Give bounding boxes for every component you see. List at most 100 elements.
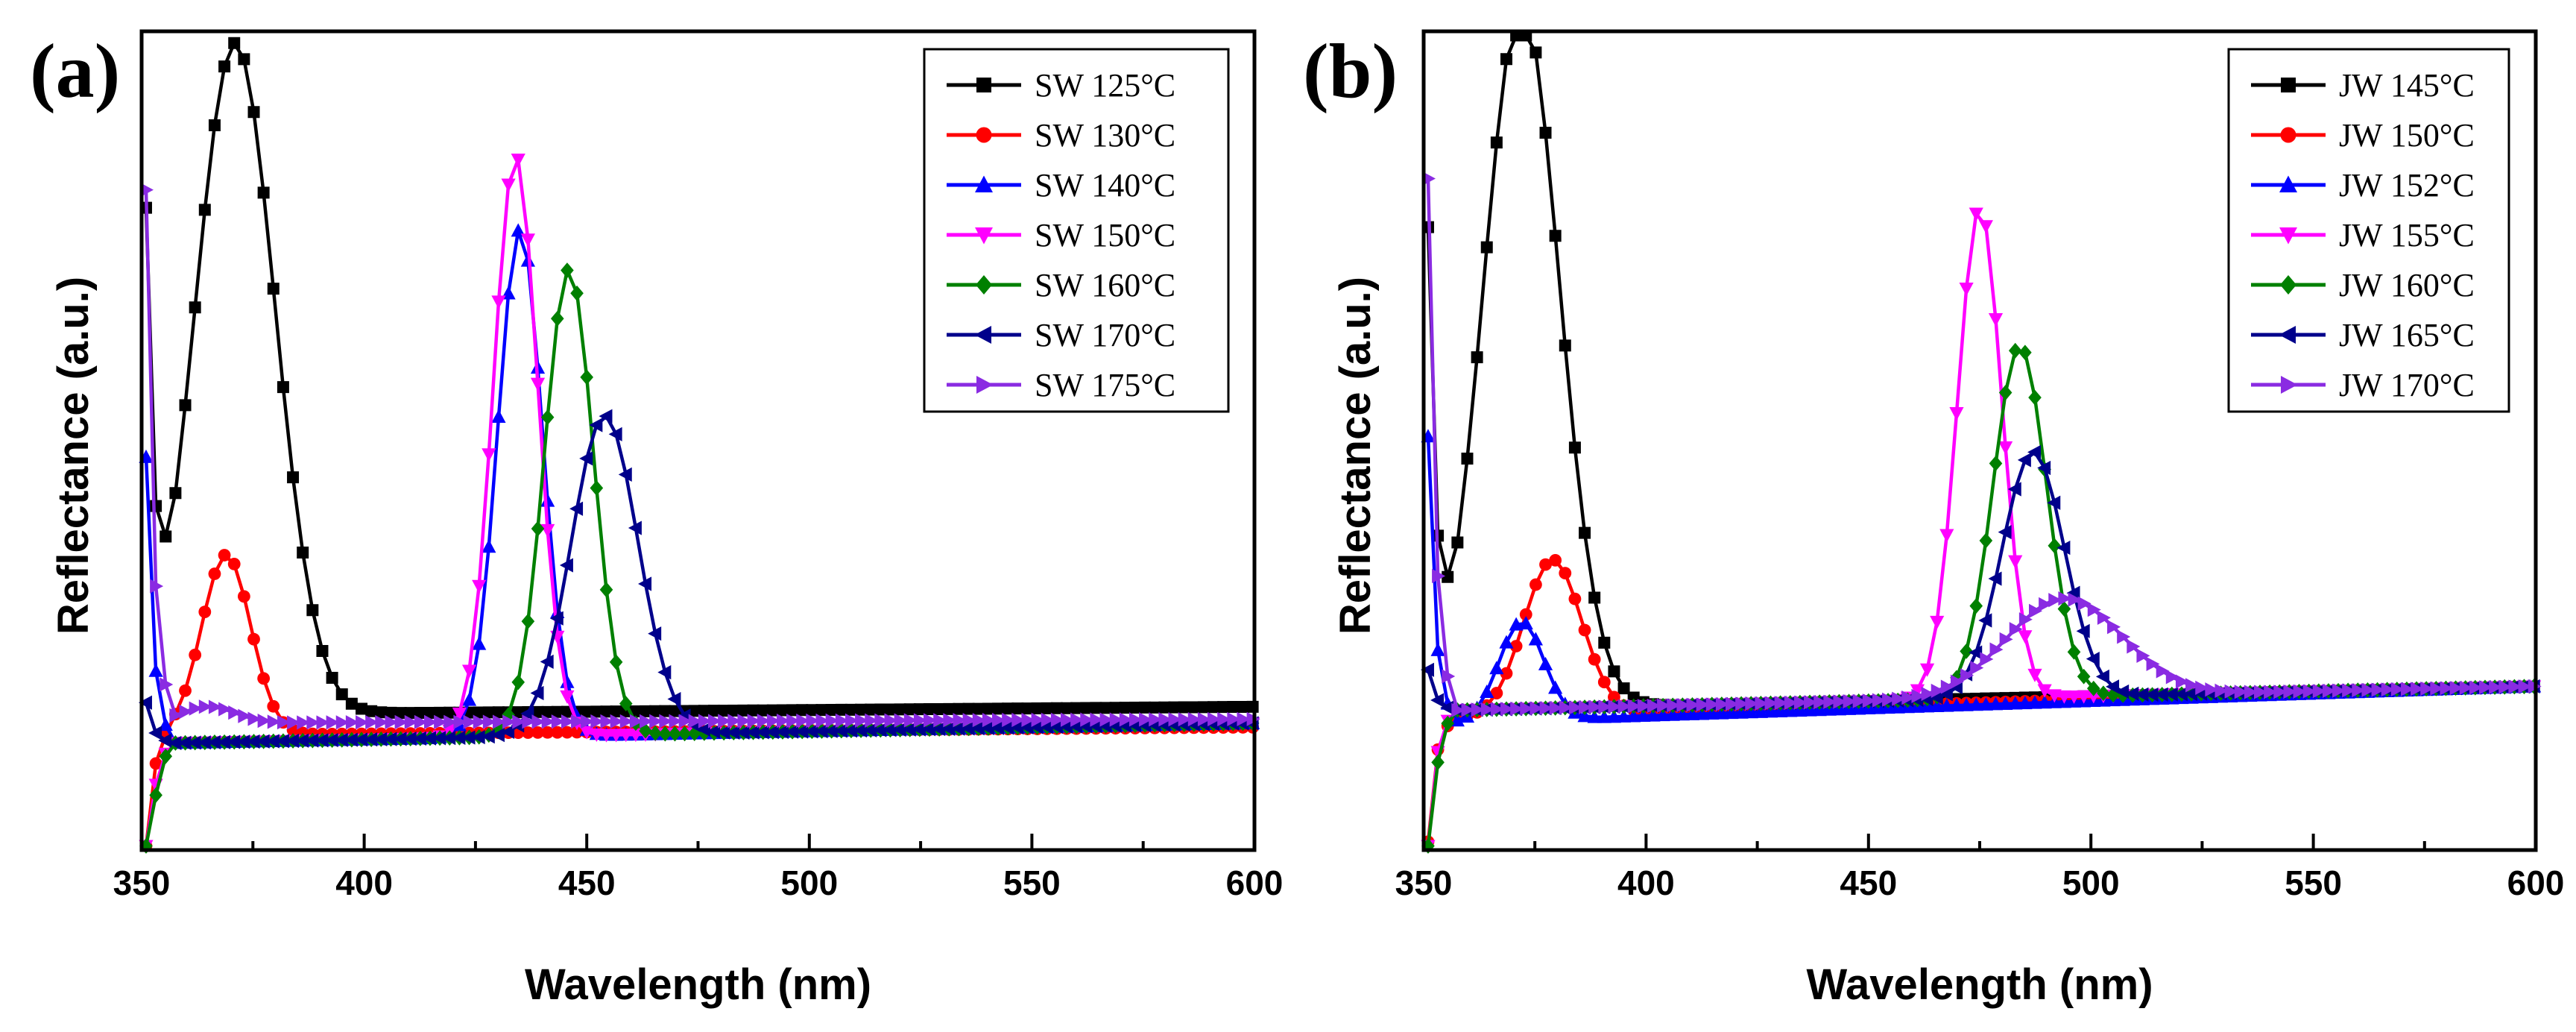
data-point (179, 684, 192, 697)
data-point (1598, 699, 1612, 714)
data-point (414, 714, 428, 730)
legend-label: JW 165°C (2339, 317, 2475, 353)
data-point (806, 713, 820, 729)
data-point (855, 713, 869, 728)
data-point (1187, 712, 1202, 727)
data-point (2037, 684, 2052, 698)
data-point (1060, 702, 1073, 714)
data-point (2332, 683, 2346, 698)
data-point (932, 721, 946, 737)
data-point (1451, 702, 1465, 717)
data-point (1960, 643, 1973, 659)
data-point (902, 722, 916, 737)
data-point (1998, 385, 2012, 400)
data-point (1724, 705, 1739, 720)
data-point (658, 726, 672, 742)
x-axis-label: Wavelength (nm) (525, 960, 871, 1009)
data-point (894, 703, 906, 716)
data-point (1039, 720, 1053, 734)
data-point (1969, 207, 1983, 221)
data-point (520, 233, 535, 248)
data-point (2086, 680, 2100, 696)
data-point (227, 558, 241, 570)
data-point (951, 721, 965, 736)
data-point (796, 713, 810, 729)
data-point (394, 714, 408, 730)
data-point (933, 702, 946, 715)
data-point (933, 713, 947, 728)
data-point (1939, 698, 1954, 712)
data-point (404, 707, 417, 720)
data-point (687, 726, 701, 742)
data-point (442, 731, 456, 746)
data-point (2390, 682, 2405, 697)
data-point (217, 734, 231, 749)
data-point (1657, 698, 1671, 713)
data-point (824, 723, 838, 738)
data-point (208, 699, 222, 714)
data-point (490, 728, 505, 743)
data-point (570, 285, 584, 301)
data-point (814, 723, 828, 739)
data-point (1099, 702, 1112, 714)
data-point (1011, 712, 1026, 728)
data-point (2127, 639, 2141, 654)
data-point (1520, 701, 1534, 716)
data-point (365, 715, 379, 730)
y-axis-label: Reflectance (a.u.) (1331, 277, 1380, 635)
data-point (815, 704, 828, 717)
data-point (1031, 712, 1045, 727)
data-point (580, 369, 593, 386)
data-point (1128, 702, 1141, 714)
data-point (452, 707, 467, 721)
data-point (344, 732, 358, 747)
data-point (581, 714, 595, 729)
data-point (383, 731, 397, 746)
data-point (1217, 711, 1231, 727)
data-point (1080, 712, 1094, 727)
data-point (1539, 701, 1553, 716)
data-point (297, 546, 309, 559)
data-point (2087, 602, 2101, 617)
data-point (375, 706, 388, 719)
data-point (1020, 720, 1034, 735)
data-point (835, 703, 847, 716)
data-point (1745, 696, 1759, 711)
data-point (189, 648, 202, 661)
data-point (1813, 694, 1828, 710)
data-point (757, 704, 769, 717)
data-point (512, 706, 525, 719)
data-point (913, 703, 926, 716)
data-point (393, 731, 407, 746)
data-point (718, 705, 730, 717)
data-point (267, 714, 281, 729)
data-point (912, 722, 926, 737)
data-point (1168, 712, 1182, 727)
data-point (531, 726, 544, 739)
data-point (953, 702, 965, 715)
data-point (581, 705, 593, 718)
data-point (1579, 526, 1591, 539)
data-point (924, 703, 936, 716)
data-point (1539, 558, 1552, 571)
data-point (1060, 712, 1074, 727)
data-point (1509, 640, 1523, 652)
data-point (678, 726, 692, 742)
data-point (520, 706, 534, 721)
data-point (1588, 652, 1601, 666)
data-point (267, 283, 280, 295)
legend-marker (974, 326, 991, 344)
data-point (2008, 342, 2022, 359)
data-point (1743, 705, 1758, 719)
data-point (1208, 711, 1222, 727)
data-point (2244, 685, 2258, 699)
data-point (1960, 668, 1974, 683)
data-point (843, 723, 857, 738)
data-point (1930, 615, 1945, 629)
data-point (590, 714, 604, 729)
data-point (326, 715, 340, 730)
data-point (2322, 683, 2336, 699)
data-point (1852, 693, 1866, 708)
legend-marker (2280, 275, 2296, 295)
